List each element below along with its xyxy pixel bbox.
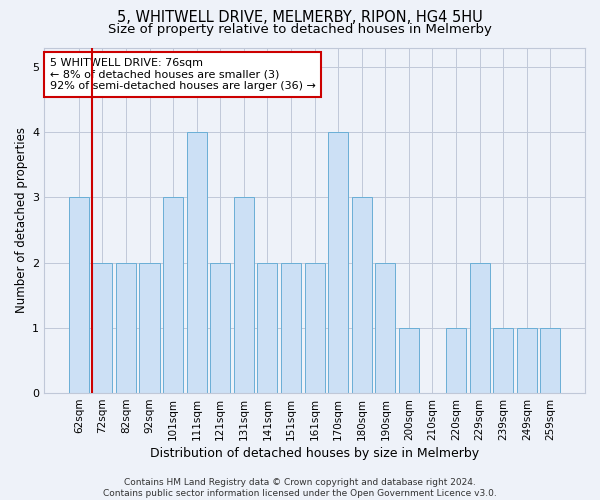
Bar <box>92 262 112 393</box>
Bar <box>281 262 301 393</box>
Bar <box>163 198 183 393</box>
Bar <box>541 328 560 393</box>
Bar <box>328 132 348 393</box>
Text: Size of property relative to detached houses in Melmerby: Size of property relative to detached ho… <box>108 22 492 36</box>
Bar <box>517 328 537 393</box>
Bar <box>234 198 254 393</box>
Bar <box>399 328 419 393</box>
Bar <box>305 262 325 393</box>
Bar <box>375 262 395 393</box>
Bar <box>116 262 136 393</box>
Text: Contains HM Land Registry data © Crown copyright and database right 2024.
Contai: Contains HM Land Registry data © Crown c… <box>103 478 497 498</box>
Text: 5 WHITWELL DRIVE: 76sqm
← 8% of detached houses are smaller (3)
92% of semi-deta: 5 WHITWELL DRIVE: 76sqm ← 8% of detached… <box>50 58 316 91</box>
Bar <box>470 262 490 393</box>
Y-axis label: Number of detached properties: Number of detached properties <box>15 128 28 314</box>
Bar <box>446 328 466 393</box>
Bar <box>257 262 277 393</box>
Bar <box>69 198 89 393</box>
Text: 5, WHITWELL DRIVE, MELMERBY, RIPON, HG4 5HU: 5, WHITWELL DRIVE, MELMERBY, RIPON, HG4 … <box>117 10 483 25</box>
Bar <box>493 328 513 393</box>
X-axis label: Distribution of detached houses by size in Melmerby: Distribution of detached houses by size … <box>150 447 479 460</box>
Bar <box>352 198 372 393</box>
Bar <box>210 262 230 393</box>
Bar <box>187 132 206 393</box>
Bar <box>139 262 160 393</box>
